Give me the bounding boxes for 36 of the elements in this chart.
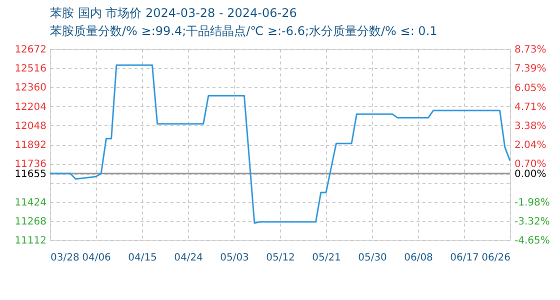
x-tick-label: 03/28	[50, 252, 80, 264]
y2-tick-label: -1.98%	[514, 197, 550, 208]
y2-tick-label: 8.73%	[514, 44, 546, 56]
chart-subtitle: 苯胺质量分数/% ≥:99.4;干品结晶点/℃ ≥:-6.6;水分质量分数/% ≤: 0.1	[50, 24, 438, 38]
y-tick-label: 11892	[14, 140, 46, 151]
y-tick-label: 11424	[14, 197, 46, 208]
y-tick-label: 12048	[14, 120, 46, 132]
x-tick-label: 04/24	[174, 252, 203, 264]
x-tick-label: 04/06	[82, 252, 111, 264]
y-tick-label: 12360	[14, 82, 46, 94]
y-tick-label: 12516	[14, 64, 46, 75]
y2-tick-label: 3.38%	[514, 120, 546, 132]
y2-tick-label: 2.04%	[514, 140, 546, 151]
y2-tick-label: 4.71%	[514, 102, 546, 113]
x-tick-label: 04/15	[128, 252, 157, 264]
y-tick-label: 12672	[14, 44, 46, 56]
x-tick-label: 06/26	[482, 252, 510, 264]
y2-tick-label: 6.05%	[514, 82, 546, 94]
y2-tick-label: -3.32%	[514, 216, 550, 228]
y2-tick-label: 7.39%	[514, 64, 546, 75]
y-tick-label: 11736	[14, 159, 46, 170]
y2-tick-label: 0.00%	[514, 169, 546, 180]
y2-tick-label: -4.65%	[514, 236, 550, 246]
y-tick-label: 11112	[14, 236, 46, 246]
x-tick-label: 05/30	[358, 252, 387, 264]
y-tick-label: 11655	[14, 169, 46, 180]
x-tick-label: 05/21	[312, 252, 341, 264]
x-tick-label: 06/17	[450, 252, 479, 264]
chart-title: 苯胺 国内 市场价 2024-03-28 - 2024-06-26	[50, 6, 297, 20]
x-tick-label: 06/08	[404, 252, 433, 264]
y-tick-label: 12204	[14, 102, 46, 113]
x-tick-label: 05/03	[220, 252, 249, 264]
x-tick-label: 05/12	[266, 252, 295, 264]
y-tick-label: 11268	[14, 216, 46, 228]
line-series	[49, 64, 511, 224]
y2-tick-label: 0.70%	[514, 159, 546, 170]
